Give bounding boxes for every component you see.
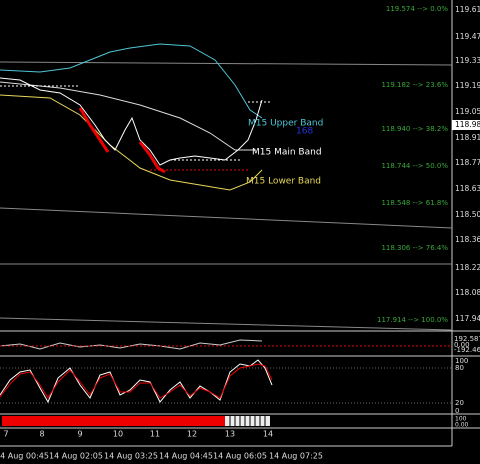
trend-line — [0, 61, 453, 66]
fib-level-label: 119.182 --> 23.6% — [381, 81, 448, 89]
fib-level-label: 119.574 --> 0.0% — [386, 5, 448, 13]
time-label: 14 Aug 03:25 — [104, 452, 158, 461]
stochastic-signal — [0, 363, 273, 399]
trend-line — [0, 207, 453, 229]
day-label: 7 — [3, 430, 8, 439]
price-tick-label: 119.055 — [455, 107, 480, 116]
main-band — [0, 81, 256, 151]
band-label: M15 Lower Band — [246, 177, 321, 187]
bar-dividers — [229, 416, 266, 426]
price-tick-label: 119.470 — [455, 32, 480, 41]
price-tick-label: 118.983 — [455, 120, 480, 129]
bear-candles — [78, 107, 110, 153]
fib-level-label: 117.914 --> 100.0% — [377, 316, 448, 324]
fib-level-label: 118.306 --> 76.4% — [381, 244, 448, 252]
time-label: 14 Aug 04:45 — [159, 452, 213, 461]
price-tick-label: 118.635 — [455, 184, 480, 193]
trend-line — [0, 317, 453, 331]
time-label: 14 Aug 07:25 — [269, 452, 323, 461]
time-label: 14 Aug 00:45 — [0, 452, 49, 461]
stochastic-main — [0, 359, 273, 404]
price-tick-label: 119.195 — [455, 81, 480, 90]
indicator-tick-label: 0.00 — [455, 422, 469, 429]
day-label: 8 — [39, 430, 44, 439]
price-tick-label: 118.080 — [455, 288, 480, 297]
price-tick-label: 119.610 — [455, 5, 480, 14]
indicator-tick-label: 192.587 — [454, 335, 480, 343]
day-label: 10 — [113, 430, 123, 439]
current-price-box — [452, 120, 480, 130]
band-label: M15 Main Band — [252, 148, 322, 158]
day-label: 14 — [263, 430, 273, 439]
band-label: M15 Upper Band — [248, 119, 323, 129]
marker-label: 168 — [296, 127, 313, 137]
indicator-tick-label: 100 — [455, 416, 467, 423]
price-tick-label: 118.360 — [455, 235, 480, 244]
time-label: 14 Aug 06:05 — [213, 452, 267, 461]
fib-level-label: 118.548 --> 61.8% — [381, 199, 448, 207]
price-tick-label: 118.220 — [455, 263, 480, 272]
price-tick-label: 118.500 — [455, 210, 480, 219]
price-tick-label: 118.775 — [455, 158, 480, 167]
price-tick-label: 118.915 — [455, 133, 480, 142]
indicator-tick-label: 100 — [455, 357, 468, 365]
lower-band — [0, 94, 263, 191]
time-label: 14 Aug 02:05 — [49, 452, 103, 461]
indicator-tick-label: 80 — [455, 364, 464, 372]
bull-bar — [225, 416, 270, 426]
fib-level-label: 118.940 --> 38.2% — [381, 125, 448, 133]
indicator-tick-label: -192.463 — [454, 346, 480, 354]
day-label: 9 — [77, 430, 82, 439]
price-line — [0, 77, 263, 166]
indicator-tick-label: 0.00 — [454, 341, 470, 349]
upper-band — [0, 43, 263, 119]
indicator-tick-label: 0 — [455, 407, 459, 415]
bear-bar — [2, 416, 225, 426]
fib-level-label: 118.744 --> 50.0% — [381, 162, 448, 170]
indicator-tick-label: 20 — [455, 399, 464, 407]
day-label: 11 — [150, 430, 160, 439]
price-tick-label: 117.945 — [455, 314, 480, 323]
bear-candles — [138, 141, 166, 174]
day-label: 12 — [187, 430, 197, 439]
day-label: 13 — [225, 430, 235, 439]
price-tick-label: 119.330 — [455, 56, 480, 65]
